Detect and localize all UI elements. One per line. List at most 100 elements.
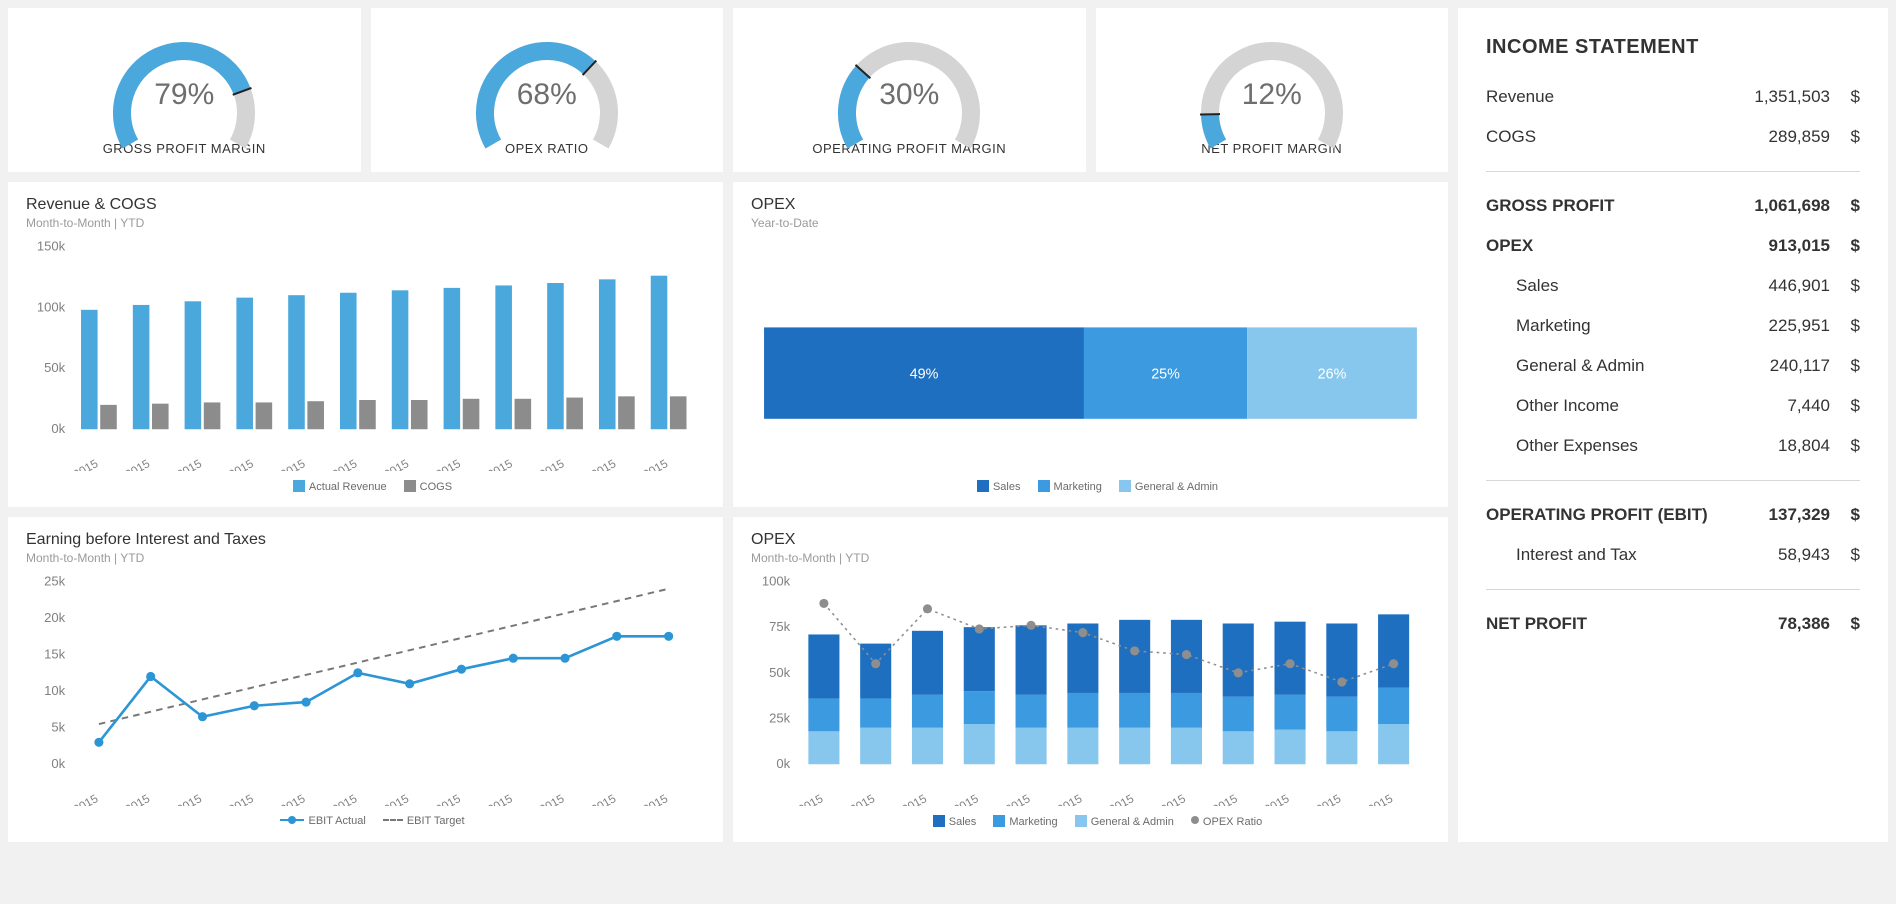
income-row-value: 58,943 [1720,545,1830,565]
income-row-currency: $ [1830,236,1860,256]
revenue-cogs-chart: 0k50k100k150kJan 2015Feb 2015Mar 2015Apr… [26,236,705,471]
chart-subtitle: Month-to-Month | YTD [751,551,1430,565]
opex-mom-legend: Sales Marketing General & Admin OPEX Rat… [751,815,1430,828]
income-row-value: 913,015 [1720,236,1830,256]
legend-swatch-ebit-actual [280,815,304,825]
income-row-currency: $ [1830,196,1860,216]
svg-text:15k: 15k [44,647,66,662]
svg-text:Apr 2015: Apr 2015 [933,792,981,806]
svg-text:Oct 2015: Oct 2015 [519,457,567,471]
income-row-label: Other Income [1486,396,1720,416]
ebit-card: Earning before Interest and Taxes Month-… [8,517,723,842]
income-row-label: OPERATING PROFIT (EBIT) [1486,505,1720,525]
income-row-label: Marketing [1486,316,1720,336]
legend-label: COGS [420,481,452,493]
income-row-label: General & Admin [1486,356,1720,376]
svg-text:75k: 75k [769,619,791,634]
income-row-currency: $ [1830,436,1860,456]
svg-text:Nov 2015: Nov 2015 [568,457,618,471]
svg-text:50k: 50k [44,360,66,375]
legend-label: General & Admin [1135,481,1218,493]
legend-label: General & Admin [1091,816,1174,828]
income-row-value: 446,901 [1720,276,1830,296]
svg-text:May 2015: May 2015 [256,792,308,806]
svg-text:0k: 0k [776,756,790,771]
svg-text:Mar 2015: Mar 2015 [154,792,204,806]
income-row: General & Admin240,117$ [1486,346,1860,386]
legend-label: Marketing [1009,816,1057,828]
income-row-value: 137,329 [1720,505,1830,525]
chart-subtitle: Month-to-Month | YTD [26,551,705,565]
opex-mom-chart: 0k25k50k75k100kJan 2015Feb 2015Mar 2015A… [751,571,1430,806]
ebit-legend: EBIT Actual EBIT Target [26,815,705,827]
svg-text:Dec 2015: Dec 2015 [620,792,670,806]
income-row-value: 1,351,503 [1720,87,1830,107]
income-row-value: 240,117 [1720,356,1830,376]
legend-label: EBIT Actual [308,815,365,827]
legend-label: Marketing [1054,481,1102,493]
legend-swatch-ebit-target [383,819,403,821]
income-row: Other Income7,440$ [1486,386,1860,426]
income-row-currency: $ [1830,505,1860,525]
svg-text:Jul 2015: Jul 2015 [1091,792,1136,806]
svg-text:25%: 25% [1151,366,1180,382]
gauge-value: 30% [824,78,994,112]
income-row: Revenue1,351,503$ [1486,77,1860,117]
income-row-currency: $ [1830,614,1860,634]
chart-title: OPEX [751,531,1430,549]
income-row: NET PROFIT78,386$ [1486,604,1860,644]
gauge-card-2: 30%OPERATING PROFIT MARGIN [733,8,1086,172]
svg-text:100k: 100k [762,573,791,588]
svg-text:0k: 0k [51,756,65,771]
svg-text:May 2015: May 2015 [256,457,308,471]
income-row-currency: $ [1830,87,1860,107]
svg-text:Dec 2015: Dec 2015 [620,457,670,471]
legend-label: OPEX Ratio [1203,816,1262,828]
income-row-value: 1,061,698 [1720,196,1830,216]
gauge-value: 12% [1187,78,1357,112]
legend-swatch-cogs [404,480,416,492]
svg-text:Dec 2015: Dec 2015 [1345,792,1395,806]
svg-text:26%: 26% [1318,366,1347,382]
svg-text:Apr 2015: Apr 2015 [208,457,256,471]
gauge-value: 68% [462,78,632,112]
legend-label: Sales [949,816,977,828]
income-row-value: 7,440 [1720,396,1830,416]
income-row-label: OPEX [1486,236,1720,256]
income-row: Sales446,901$ [1486,266,1860,306]
ebit-chart: 0k5k10k15k20k25kJan 2015Feb 2015Mar 2015… [26,571,705,806]
income-row-currency: $ [1830,545,1860,565]
income-row-currency: $ [1830,127,1860,147]
svg-text:Jan 2015: Jan 2015 [777,792,826,806]
income-statement-card: INCOME STATEMENT Revenue1,351,503$COGS28… [1458,8,1888,842]
income-row-currency: $ [1830,396,1860,416]
legend-swatch-marketing [1038,480,1050,492]
dashboard: 79%GROSS PROFIT MARGIN68%OPEX RATIO30%OP… [8,8,1888,842]
revenue-legend: Actual Revenue COGS [26,480,705,493]
income-row: Marketing225,951$ [1486,306,1860,346]
svg-text:Nov 2015: Nov 2015 [568,792,618,806]
svg-text:0k: 0k [51,421,65,436]
income-row-currency: $ [1830,276,1860,296]
income-row: Other Expenses18,804$ [1486,426,1860,466]
income-row-currency: $ [1830,316,1860,336]
svg-text:10k: 10k [44,683,66,698]
legend-swatch-gadmin [1119,480,1131,492]
income-row-label: GROSS PROFIT [1486,196,1720,216]
svg-text:Jan 2015: Jan 2015 [52,792,101,806]
svg-text:Jan 2015: Jan 2015 [52,457,101,471]
legend-swatch-gadmin [1075,815,1087,827]
income-row-label: Interest and Tax [1486,545,1720,565]
svg-text:Feb 2015: Feb 2015 [103,457,153,471]
gauge-card-0: 79%GROSS PROFIT MARGIN [8,8,361,172]
income-row-currency: $ [1830,356,1860,376]
svg-text:Feb 2015: Feb 2015 [828,792,878,806]
svg-text:Jun 2015: Jun 2015 [311,457,360,471]
svg-text:50k: 50k [769,665,791,680]
svg-text:Mar 2015: Mar 2015 [154,457,204,471]
opex-ytd-legend: Sales Marketing General & Admin [751,480,1430,493]
gauges-row: 79%GROSS PROFIT MARGIN68%OPEX RATIO30%OP… [8,8,1448,172]
income-row: GROSS PROFIT1,061,698$ [1486,186,1860,226]
chart-title: OPEX [751,196,1430,214]
svg-text:49%: 49% [910,366,939,382]
